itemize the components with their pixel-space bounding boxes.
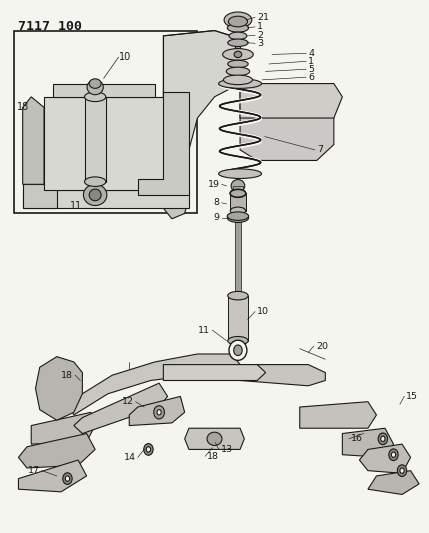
Ellipse shape	[389, 449, 398, 461]
Text: 11: 11	[70, 200, 82, 211]
Ellipse shape	[397, 465, 407, 477]
Text: 6: 6	[308, 72, 314, 82]
Ellipse shape	[400, 468, 404, 473]
Polygon shape	[342, 428, 393, 457]
Bar	[235, 216, 241, 298]
Bar	[228, 296, 248, 341]
Polygon shape	[129, 397, 184, 425]
Ellipse shape	[228, 39, 248, 46]
Polygon shape	[23, 190, 189, 208]
Ellipse shape	[231, 180, 245, 192]
Ellipse shape	[63, 473, 72, 484]
Polygon shape	[23, 97, 44, 184]
Text: 2: 2	[257, 31, 263, 40]
Ellipse shape	[65, 476, 69, 481]
Ellipse shape	[223, 49, 253, 60]
Text: 19: 19	[208, 180, 220, 189]
Bar	[85, 97, 106, 182]
Polygon shape	[18, 433, 95, 468]
Text: 3: 3	[257, 39, 263, 48]
Bar	[236, 20, 241, 65]
Polygon shape	[300, 402, 377, 428]
Text: 7: 7	[317, 146, 323, 155]
Ellipse shape	[378, 433, 387, 445]
Bar	[230, 193, 246, 211]
Text: 16: 16	[351, 434, 363, 443]
Ellipse shape	[89, 189, 101, 201]
Ellipse shape	[228, 292, 248, 300]
Polygon shape	[74, 383, 168, 433]
Bar	[233, 186, 243, 192]
Text: 20: 20	[316, 342, 328, 351]
Ellipse shape	[228, 336, 248, 345]
Ellipse shape	[144, 443, 153, 455]
Ellipse shape	[227, 212, 248, 220]
Ellipse shape	[230, 189, 246, 198]
Text: 10: 10	[257, 307, 269, 316]
Polygon shape	[240, 84, 342, 118]
Ellipse shape	[230, 207, 246, 215]
Ellipse shape	[89, 79, 101, 88]
Ellipse shape	[230, 190, 246, 197]
Ellipse shape	[85, 92, 106, 102]
Text: 18: 18	[61, 370, 73, 379]
Ellipse shape	[219, 79, 262, 88]
Polygon shape	[240, 84, 334, 160]
Polygon shape	[31, 413, 95, 444]
Ellipse shape	[227, 213, 248, 222]
Polygon shape	[138, 92, 189, 195]
Ellipse shape	[207, 432, 222, 446]
Ellipse shape	[154, 406, 164, 419]
Polygon shape	[360, 444, 411, 473]
Polygon shape	[18, 460, 87, 492]
Text: 1: 1	[257, 22, 263, 31]
Ellipse shape	[224, 75, 252, 85]
Text: 11: 11	[198, 326, 210, 335]
Text: 1: 1	[308, 57, 314, 66]
Polygon shape	[36, 357, 82, 420]
Polygon shape	[240, 365, 325, 386]
Text: 5: 5	[308, 64, 314, 74]
Bar	[14, 30, 197, 214]
Text: 18: 18	[17, 102, 29, 112]
Polygon shape	[163, 30, 240, 171]
Text: 4: 4	[308, 49, 314, 58]
Polygon shape	[184, 428, 245, 449]
Text: 17: 17	[28, 466, 40, 475]
Ellipse shape	[391, 452, 396, 457]
Ellipse shape	[83, 184, 107, 206]
Polygon shape	[159, 171, 189, 219]
Polygon shape	[23, 184, 57, 208]
Text: 18: 18	[207, 452, 219, 461]
Text: 10: 10	[118, 52, 131, 62]
Ellipse shape	[227, 23, 248, 32]
Ellipse shape	[87, 80, 103, 95]
Polygon shape	[163, 365, 266, 381]
Polygon shape	[52, 84, 155, 97]
Polygon shape	[44, 97, 181, 190]
Polygon shape	[368, 471, 419, 495]
Ellipse shape	[146, 447, 151, 452]
Text: 12: 12	[121, 397, 133, 406]
Text: 13: 13	[221, 445, 233, 454]
Ellipse shape	[224, 12, 252, 28]
Text: 8: 8	[214, 198, 220, 207]
Ellipse shape	[157, 410, 161, 415]
Text: 9: 9	[214, 213, 220, 222]
Ellipse shape	[228, 16, 248, 27]
Ellipse shape	[229, 340, 247, 360]
Ellipse shape	[234, 345, 242, 356]
Ellipse shape	[226, 67, 250, 76]
Text: 15: 15	[406, 392, 418, 401]
Text: 7117 100: 7117 100	[18, 20, 82, 33]
Ellipse shape	[85, 177, 106, 187]
Ellipse shape	[229, 32, 247, 39]
Ellipse shape	[381, 436, 385, 441]
Ellipse shape	[234, 51, 242, 58]
Text: 14: 14	[124, 453, 136, 462]
Ellipse shape	[228, 60, 248, 68]
Polygon shape	[69, 354, 240, 415]
Text: 21: 21	[257, 13, 269, 22]
Ellipse shape	[219, 169, 262, 179]
